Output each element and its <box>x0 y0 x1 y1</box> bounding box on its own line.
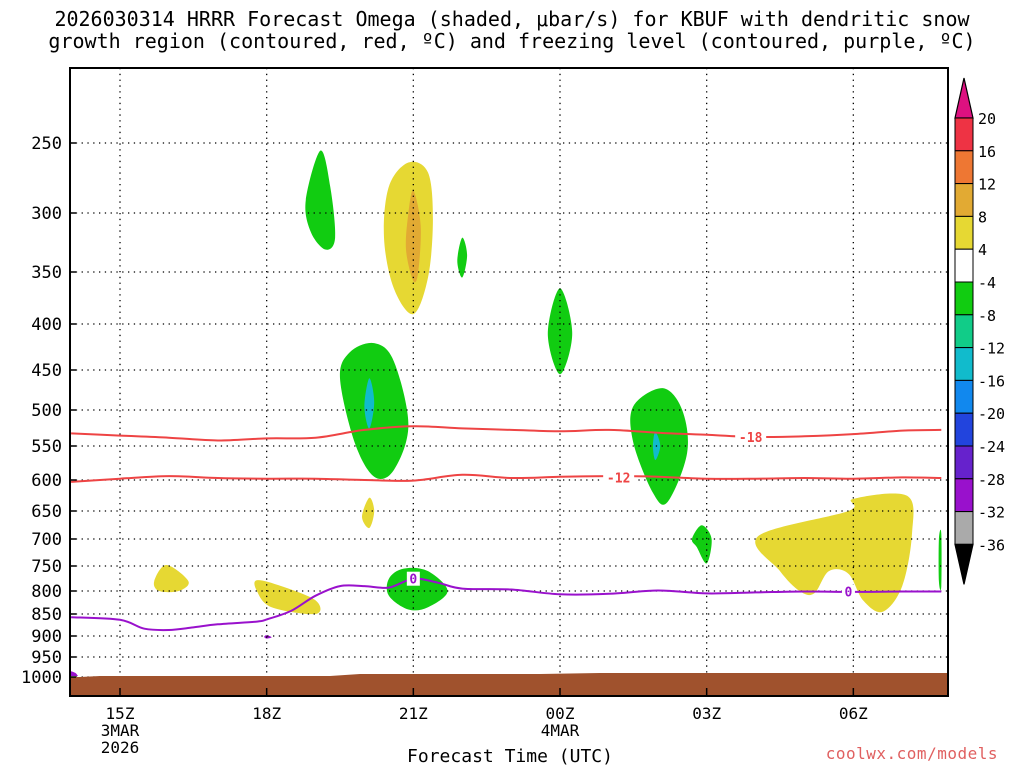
omega-region-11 <box>153 565 189 593</box>
omega-shaded-regions <box>153 150 942 639</box>
colorbar-segment-6 <box>954 314 974 349</box>
colorbar-segment-2 <box>954 183 974 217</box>
contour-label-3: 0 <box>845 585 853 600</box>
colorbar-segment-1 <box>954 150 974 185</box>
contour-label-bg-1 <box>603 470 635 485</box>
chart-title-line1: 2026030314 HRRR Forecast Omega (shaded, … <box>54 7 970 31</box>
colorbar-label-13: -36 <box>978 536 1005 554</box>
surface-bar <box>70 673 948 696</box>
plot-frame <box>69 67 949 697</box>
x-tick-label-06Z: 06Z <box>839 704 868 723</box>
colorbar-segment-3 <box>954 215 974 250</box>
colorbar-label-6: -8 <box>978 307 996 325</box>
colorbar-segment-9 <box>954 412 974 447</box>
colorbar-label-8: -16 <box>978 372 1005 390</box>
contour-label-bg-2 <box>406 571 420 586</box>
colorbar: 20 16 12 8 4 -4 -8 -12 -16 -20 -24 -28 -32 -36 <box>954 77 1005 585</box>
colorbar-label-5: -4 <box>978 274 996 292</box>
y-tick-label-950: 950 <box>31 648 62 668</box>
y-tick-label-850: 850 <box>31 605 62 625</box>
colorbar-label-0: 20 <box>978 110 996 128</box>
contour-label-bg-0 <box>735 429 767 444</box>
dendritic-contour--18 <box>71 425 942 442</box>
y-tick-label-750: 750 <box>31 557 62 577</box>
x-tick-label-00Z: 00Z <box>546 704 575 723</box>
omega-region-6 <box>364 378 375 429</box>
colorbar-label-12: -32 <box>978 504 1005 522</box>
x-axis-title: Forecast Time (UTC) <box>407 746 613 767</box>
contour-lines: -18 -12 0 0 <box>70 425 942 676</box>
omega-region-12 <box>254 580 321 615</box>
contour-label-0: -18 <box>739 431 763 446</box>
colorbar-bottom-arrow <box>954 543 974 585</box>
omega-region-10 <box>362 497 375 529</box>
surface-terrain <box>70 673 948 696</box>
colorbar-segment-11 <box>954 478 974 513</box>
x-tick-label-15Z: 15Z <box>106 704 135 723</box>
colorbar-label-11: -28 <box>978 471 1005 489</box>
omega-region-0 <box>305 150 336 250</box>
omega-region-16 <box>264 635 272 639</box>
omega-region-15 <box>938 529 942 591</box>
chart-title-line2: growth region (contoured, red, ºC) and f… <box>48 29 976 53</box>
y-tick-label-600: 600 <box>31 471 62 491</box>
y-tick-label-400: 400 <box>31 315 62 335</box>
colorbar-segment-10 <box>954 445 974 480</box>
grid-lines <box>70 68 948 696</box>
colorbar-segment-12 <box>954 511 974 545</box>
omega-region-13 <box>386 567 448 611</box>
omega-region-4 <box>547 288 573 375</box>
x-tick-sublabel-4MAR: 4MAR <box>541 721 580 740</box>
plot-border <box>69 67 949 697</box>
omega-region-3 <box>457 237 468 278</box>
colorbar-segment-8 <box>954 379 974 414</box>
omega-region-14 <box>755 493 914 613</box>
y-tick-label-550: 550 <box>31 437 62 457</box>
colorbar-label-1: 16 <box>978 143 996 161</box>
dendritic-contour--12 <box>71 473 942 483</box>
chart-title: 2026030314 HRRR Forecast Omega (shaded, … <box>0 8 1024 52</box>
contour-label-bg-3 <box>841 584 855 599</box>
colorbar-segment-4 <box>954 248 974 283</box>
colorbar-label-2: 12 <box>978 176 996 194</box>
y-tick-label-450: 450 <box>31 361 62 381</box>
colorbar-label-9: -20 <box>978 405 1005 423</box>
colorbar-label-10: -24 <box>978 438 1005 456</box>
contour-label-2: 0 <box>409 573 417 588</box>
contour-label-1: -12 <box>607 471 630 486</box>
x-tick-label-21Z: 21Z <box>399 704 428 723</box>
y-tick-label-250: 250 <box>31 134 62 154</box>
y-tick-label-800: 800 <box>31 582 62 602</box>
colorbar-label-3: 8 <box>978 208 987 226</box>
y-tick-label-300: 300 <box>31 204 62 224</box>
colorbar-label-4: 4 <box>978 241 987 259</box>
credit-text: coolwx.com/models <box>825 744 998 763</box>
omega-region-9 <box>691 525 712 564</box>
colorbar-segment-0 <box>954 117 974 152</box>
colorbar-label-7: -12 <box>978 340 1005 358</box>
omega-region-5 <box>339 342 409 479</box>
y-tick-label-1000: 1000 <box>21 668 62 688</box>
y-tick-label-500: 500 <box>31 401 62 421</box>
x-tick-label-18Z: 18Z <box>252 704 281 723</box>
x-tick-sublabel-3MAR: 3MAR <box>101 721 140 740</box>
y-tick-label-900: 900 <box>31 627 62 647</box>
freezing-level-contour <box>71 577 942 632</box>
x-tick-label-03Z: 03Z <box>692 704 721 723</box>
x-tick-sublabel-2026: 2026 <box>101 738 140 757</box>
y-tick-label-350: 350 <box>31 263 62 283</box>
y-tick-label-650: 650 <box>31 502 62 522</box>
colorbar-segment-5 <box>954 281 974 316</box>
colorbar-top-arrow <box>954 77 974 119</box>
colorbar-segment-7 <box>954 347 974 381</box>
freezing-level-blob <box>70 671 78 676</box>
y-axis: 2503003504004505005506006507007508008509… <box>21 134 76 688</box>
y-tick-label-700: 700 <box>31 530 62 550</box>
